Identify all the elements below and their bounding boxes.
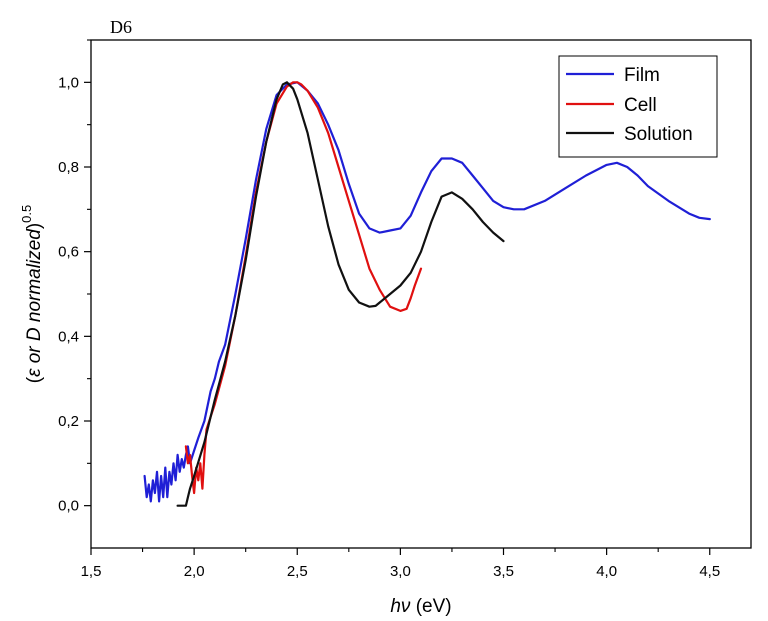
x-tick-label: 2,0: [184, 563, 205, 580]
legend-label-cell: Cell: [624, 95, 657, 116]
series-line-cell: [184, 81, 423, 495]
legend-box: [558, 55, 718, 158]
x-tick-label: 3,0: [390, 563, 411, 580]
legend: Film Cell Solution: [558, 55, 718, 158]
x-tick-label: 1,5: [81, 563, 102, 580]
x-axis-title-italic: hν: [390, 596, 411, 617]
y-tick-label: 0,8: [58, 159, 79, 176]
x-tick-label: 2,5: [287, 563, 308, 580]
y-axis-title: (ε or D normalized)0.5: [19, 205, 45, 383]
panel-label: D6: [110, 17, 132, 37]
y-axis-title-open: (: [24, 376, 45, 383]
y-axis-title-italic: ε or D normalized: [24, 228, 45, 377]
x-axis: 1,5 2,0 2,5 3,0 3,5 4,0 4,5: [81, 548, 720, 580]
y-axis-title-close: ): [24, 223, 45, 229]
x-tick-label: 4,0: [596, 563, 617, 580]
y-tick-label: 0,0: [58, 498, 79, 515]
y-axis-title-exponent: 0.5: [19, 205, 34, 223]
x-tick-label: 3,5: [493, 563, 514, 580]
y-tick-label: 0,6: [58, 244, 79, 261]
y-tick-label: 1,0: [58, 74, 79, 91]
x-axis-title-unit: (eV): [410, 596, 451, 617]
x-axis-title: hν (eV): [390, 596, 451, 617]
series-line-film: [143, 81, 711, 503]
series-line-solution: [176, 81, 505, 507]
y-tick-label: 0,4: [58, 328, 79, 345]
x-tick-label: 4,5: [699, 563, 720, 580]
legend-label-solution: Solution: [624, 124, 693, 145]
y-axis: 0,0 0,2 0,4 0,6 0,8 1,0: [58, 39, 91, 515]
y-tick-label: 0,2: [58, 413, 79, 430]
series-layer: [143, 81, 711, 507]
legend-label-film: Film: [624, 65, 660, 86]
